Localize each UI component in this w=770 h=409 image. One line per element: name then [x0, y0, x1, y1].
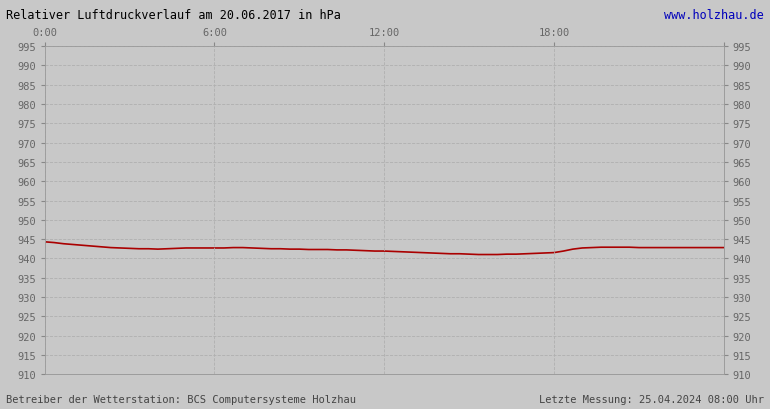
Text: www.holzhau.de: www.holzhau.de: [664, 9, 764, 22]
Text: Letzte Messung: 25.04.2024 08:00 Uhr: Letzte Messung: 25.04.2024 08:00 Uhr: [539, 394, 764, 404]
Text: Betreiber der Wetterstation: BCS Computersysteme Holzhau: Betreiber der Wetterstation: BCS Compute…: [6, 394, 357, 404]
Text: Relativer Luftdruckverlauf am 20.06.2017 in hPa: Relativer Luftdruckverlauf am 20.06.2017…: [6, 9, 341, 22]
